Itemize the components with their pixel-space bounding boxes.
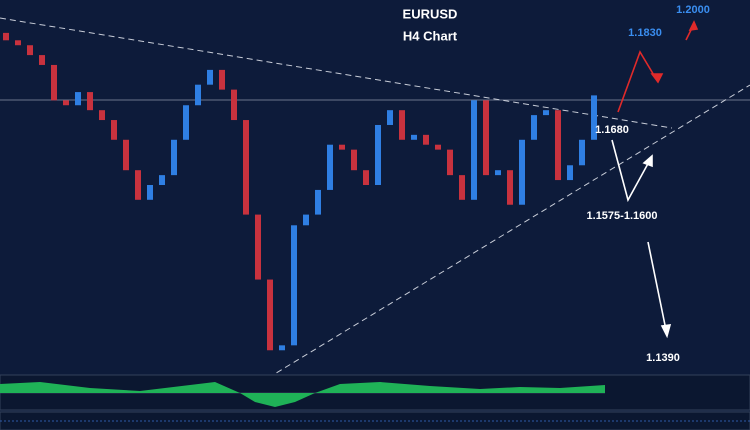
- candle-body: [195, 84, 201, 106]
- price-annotation: 1.1680: [595, 124, 629, 136]
- candle-body: [27, 45, 33, 56]
- candle-body: [591, 95, 597, 140]
- chart-subtitle: H4 Chart: [403, 28, 458, 43]
- lower-panel: [0, 411, 750, 430]
- candle-body: [75, 92, 81, 106]
- candle-body: [159, 175, 165, 185]
- arrow-white: [611, 139, 651, 203]
- arrows: [611, 20, 699, 339]
- candle-body: [327, 144, 333, 190]
- price-annotation: 1.2000: [676, 4, 710, 16]
- candle-body: [63, 100, 69, 106]
- candle-body: [135, 170, 141, 200]
- candle-body: [111, 120, 117, 140]
- arrow-head: [660, 324, 672, 339]
- candle-body: [339, 144, 345, 150]
- candle-body: [279, 345, 285, 351]
- candle-body: [267, 279, 273, 351]
- trendline-upper: [0, 17, 673, 129]
- candles: [3, 32, 597, 351]
- candle-body: [543, 110, 549, 116]
- candle-body: [567, 165, 573, 181]
- candle-body: [423, 134, 429, 145]
- arrow-head: [650, 73, 664, 84]
- candle-body: [15, 40, 21, 46]
- oscillator-positive: [315, 382, 605, 393]
- candle-body: [171, 139, 177, 176]
- candle-body: [183, 105, 189, 140]
- candle-body: [99, 110, 105, 121]
- candle-body: [483, 100, 489, 176]
- candle-body: [87, 92, 93, 111]
- oscillator-positive: [0, 382, 240, 393]
- candle-body: [315, 189, 321, 215]
- arrow-red: [617, 50, 659, 113]
- candle-body: [495, 170, 501, 176]
- candle-body: [39, 55, 45, 65]
- trendline-lower: [267, 84, 750, 379]
- candle-body: [3, 32, 9, 41]
- arrow-white-down: [647, 241, 667, 331]
- candle-body: [243, 120, 249, 215]
- candle-body: [207, 69, 213, 85]
- candle-body: [399, 110, 405, 140]
- candle-body: [147, 185, 153, 200]
- candle-body: [579, 139, 585, 166]
- candle-body: [363, 170, 369, 185]
- price-annotation: 1.1830: [628, 27, 662, 39]
- candle-body: [435, 144, 441, 150]
- candle-body: [123, 139, 129, 171]
- price-annotation: 1.1575-1.1600: [587, 210, 658, 222]
- candle-body: [459, 175, 465, 200]
- arrow-head: [642, 154, 653, 168]
- candle-body: [303, 214, 309, 226]
- price-annotation: 1.1390: [646, 352, 680, 364]
- candle-body: [51, 64, 57, 101]
- candle-body: [507, 170, 513, 205]
- candle-body: [471, 100, 477, 200]
- candle-body: [411, 134, 417, 140]
- candle-body: [255, 214, 261, 280]
- candle-body: [387, 110, 393, 125]
- oscillator-negative: [240, 393, 315, 407]
- candle-body: [351, 149, 357, 171]
- arrow-head: [688, 20, 699, 32]
- candle-body: [231, 89, 237, 121]
- candle-body: [555, 110, 561, 181]
- candle-body: [291, 225, 297, 346]
- candle-body: [531, 115, 537, 140]
- candle-body: [447, 149, 453, 176]
- candle-body: [219, 69, 225, 90]
- chart-title: EURUSD: [403, 6, 458, 21]
- candle-body: [375, 124, 381, 185]
- candle-body: [519, 139, 525, 205]
